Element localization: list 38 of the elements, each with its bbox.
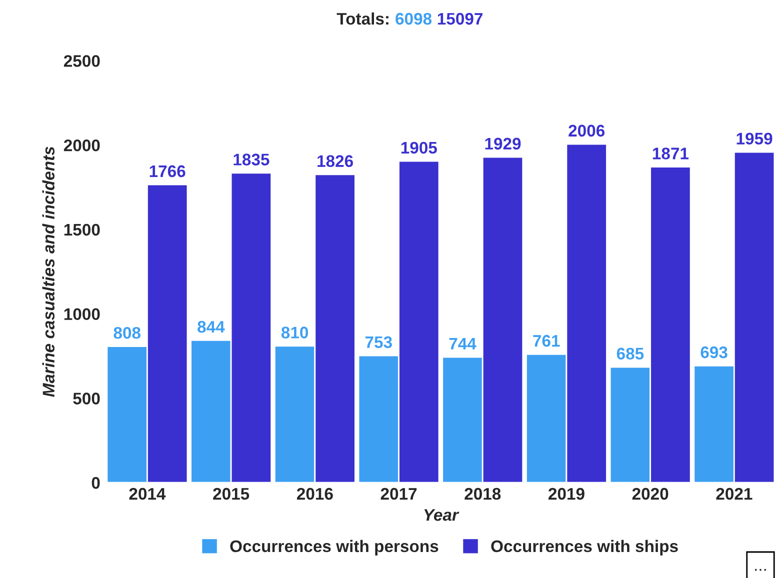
data-label: 810 [281,326,308,338]
x-tick-label: 2015 [213,488,250,500]
data-label: 693 [700,346,728,358]
text: 6098 [396,12,432,25]
x-axis-title: Year [424,509,460,521]
data-label: 1959 [736,132,772,145]
y-tick-label: 1000 [64,308,100,320]
data-label: 1835 [234,154,270,166]
y-axis-title: Marine casualties and incidents [42,146,55,397]
x-tick-label: 2018 [464,488,501,500]
data-label: 685 [616,348,644,360]
y-tick-label: 0 [92,477,100,489]
text: 15097 [438,12,482,25]
y-tick-label: 500 [73,392,100,404]
chart-title: Totals: [336,12,388,25]
data-label: 1826 [318,155,353,167]
data-label: 808 [114,326,140,339]
data-label: 2006 [568,124,605,137]
data-label: 844 [198,320,225,333]
x-tick-label: 2016 [296,488,333,500]
y-tick-label: 1500 [64,224,100,236]
data-label: 1871 [652,148,689,160]
data-label: 744 [449,338,476,350]
x-tick-label: 2014 [129,488,166,500]
data-label: 753 [365,336,392,348]
data-label: 1929 [485,138,521,150]
legend-label: Occurrences with persons [230,540,438,556]
legend-label: Occurrences with ships [491,540,678,556]
x-tick-label: 2019 [548,488,584,500]
x-tick-label: 2021 [716,488,752,500]
y-tick-label: 2500 [64,55,100,67]
x-tick-label: 2017 [380,488,417,500]
data-label: 1905 [401,142,437,154]
data-label: 761 [533,334,560,347]
x-tick-label: 2020 [632,488,668,500]
data-label: 1766 [150,165,186,178]
y-tick-label: 2000 [64,139,100,152]
text: ... [755,568,766,571]
